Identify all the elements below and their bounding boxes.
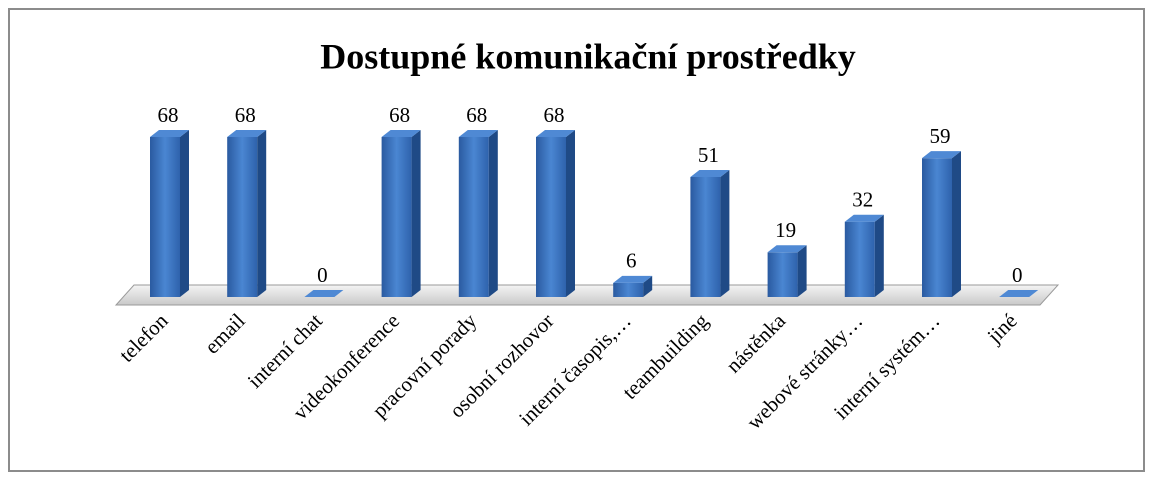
bar-top bbox=[536, 130, 575, 137]
bar-top bbox=[922, 151, 961, 159]
bar-side bbox=[643, 275, 653, 297]
bar-side bbox=[411, 130, 421, 297]
bar bbox=[690, 170, 730, 297]
data-label: 0 bbox=[317, 263, 328, 287]
data-label: 59 bbox=[930, 124, 951, 148]
bar-top bbox=[844, 214, 884, 222]
data-label: 68 bbox=[158, 103, 179, 127]
bar-top bbox=[304, 290, 344, 297]
bar-front bbox=[844, 221, 875, 297]
data-label: 51 bbox=[698, 143, 719, 167]
bar-front bbox=[536, 137, 566, 297]
bar-side bbox=[257, 130, 267, 297]
data-label: 6 bbox=[626, 249, 637, 273]
bar bbox=[767, 245, 807, 297]
bar bbox=[922, 151, 961, 297]
bar bbox=[458, 130, 498, 297]
data-label: 32 bbox=[852, 188, 873, 212]
bar-side bbox=[952, 151, 961, 297]
bar-front bbox=[613, 282, 644, 297]
bar bbox=[227, 130, 267, 297]
bar-front bbox=[767, 252, 798, 297]
floor bbox=[114, 284, 1060, 306]
data-label: 0 bbox=[1012, 263, 1023, 287]
bar bbox=[381, 130, 421, 297]
bar-top bbox=[613, 275, 653, 283]
data-label: 19 bbox=[775, 218, 796, 242]
bar-top bbox=[227, 130, 267, 137]
bar bbox=[844, 214, 884, 297]
bar-top bbox=[767, 245, 807, 253]
bar bbox=[536, 130, 575, 297]
bar-side bbox=[874, 214, 884, 297]
bar-top bbox=[381, 130, 421, 137]
data-label: 68 bbox=[544, 103, 565, 127]
bar-front bbox=[458, 137, 489, 297]
bar-top bbox=[150, 130, 189, 137]
bar-front bbox=[690, 177, 721, 297]
bar-front bbox=[227, 137, 258, 297]
bar-side bbox=[720, 170, 730, 297]
bar bbox=[304, 290, 344, 297]
bar-side bbox=[180, 130, 189, 297]
bar bbox=[999, 290, 1039, 297]
bar-front bbox=[922, 158, 952, 297]
bar-side bbox=[488, 130, 498, 297]
bar-front bbox=[381, 137, 412, 297]
data-label: 68 bbox=[235, 103, 256, 127]
bar-top bbox=[999, 290, 1039, 297]
data-label: 68 bbox=[389, 103, 410, 127]
bar-side bbox=[797, 245, 807, 297]
bar-front bbox=[150, 137, 180, 297]
bar bbox=[613, 275, 653, 297]
bar bbox=[150, 130, 189, 297]
bar-side bbox=[566, 130, 575, 297]
data-label: 68 bbox=[466, 103, 487, 127]
bar-top bbox=[458, 130, 498, 137]
bar-top bbox=[690, 170, 730, 177]
chart-title: Dostupné komunikační prostředky bbox=[320, 36, 855, 76]
